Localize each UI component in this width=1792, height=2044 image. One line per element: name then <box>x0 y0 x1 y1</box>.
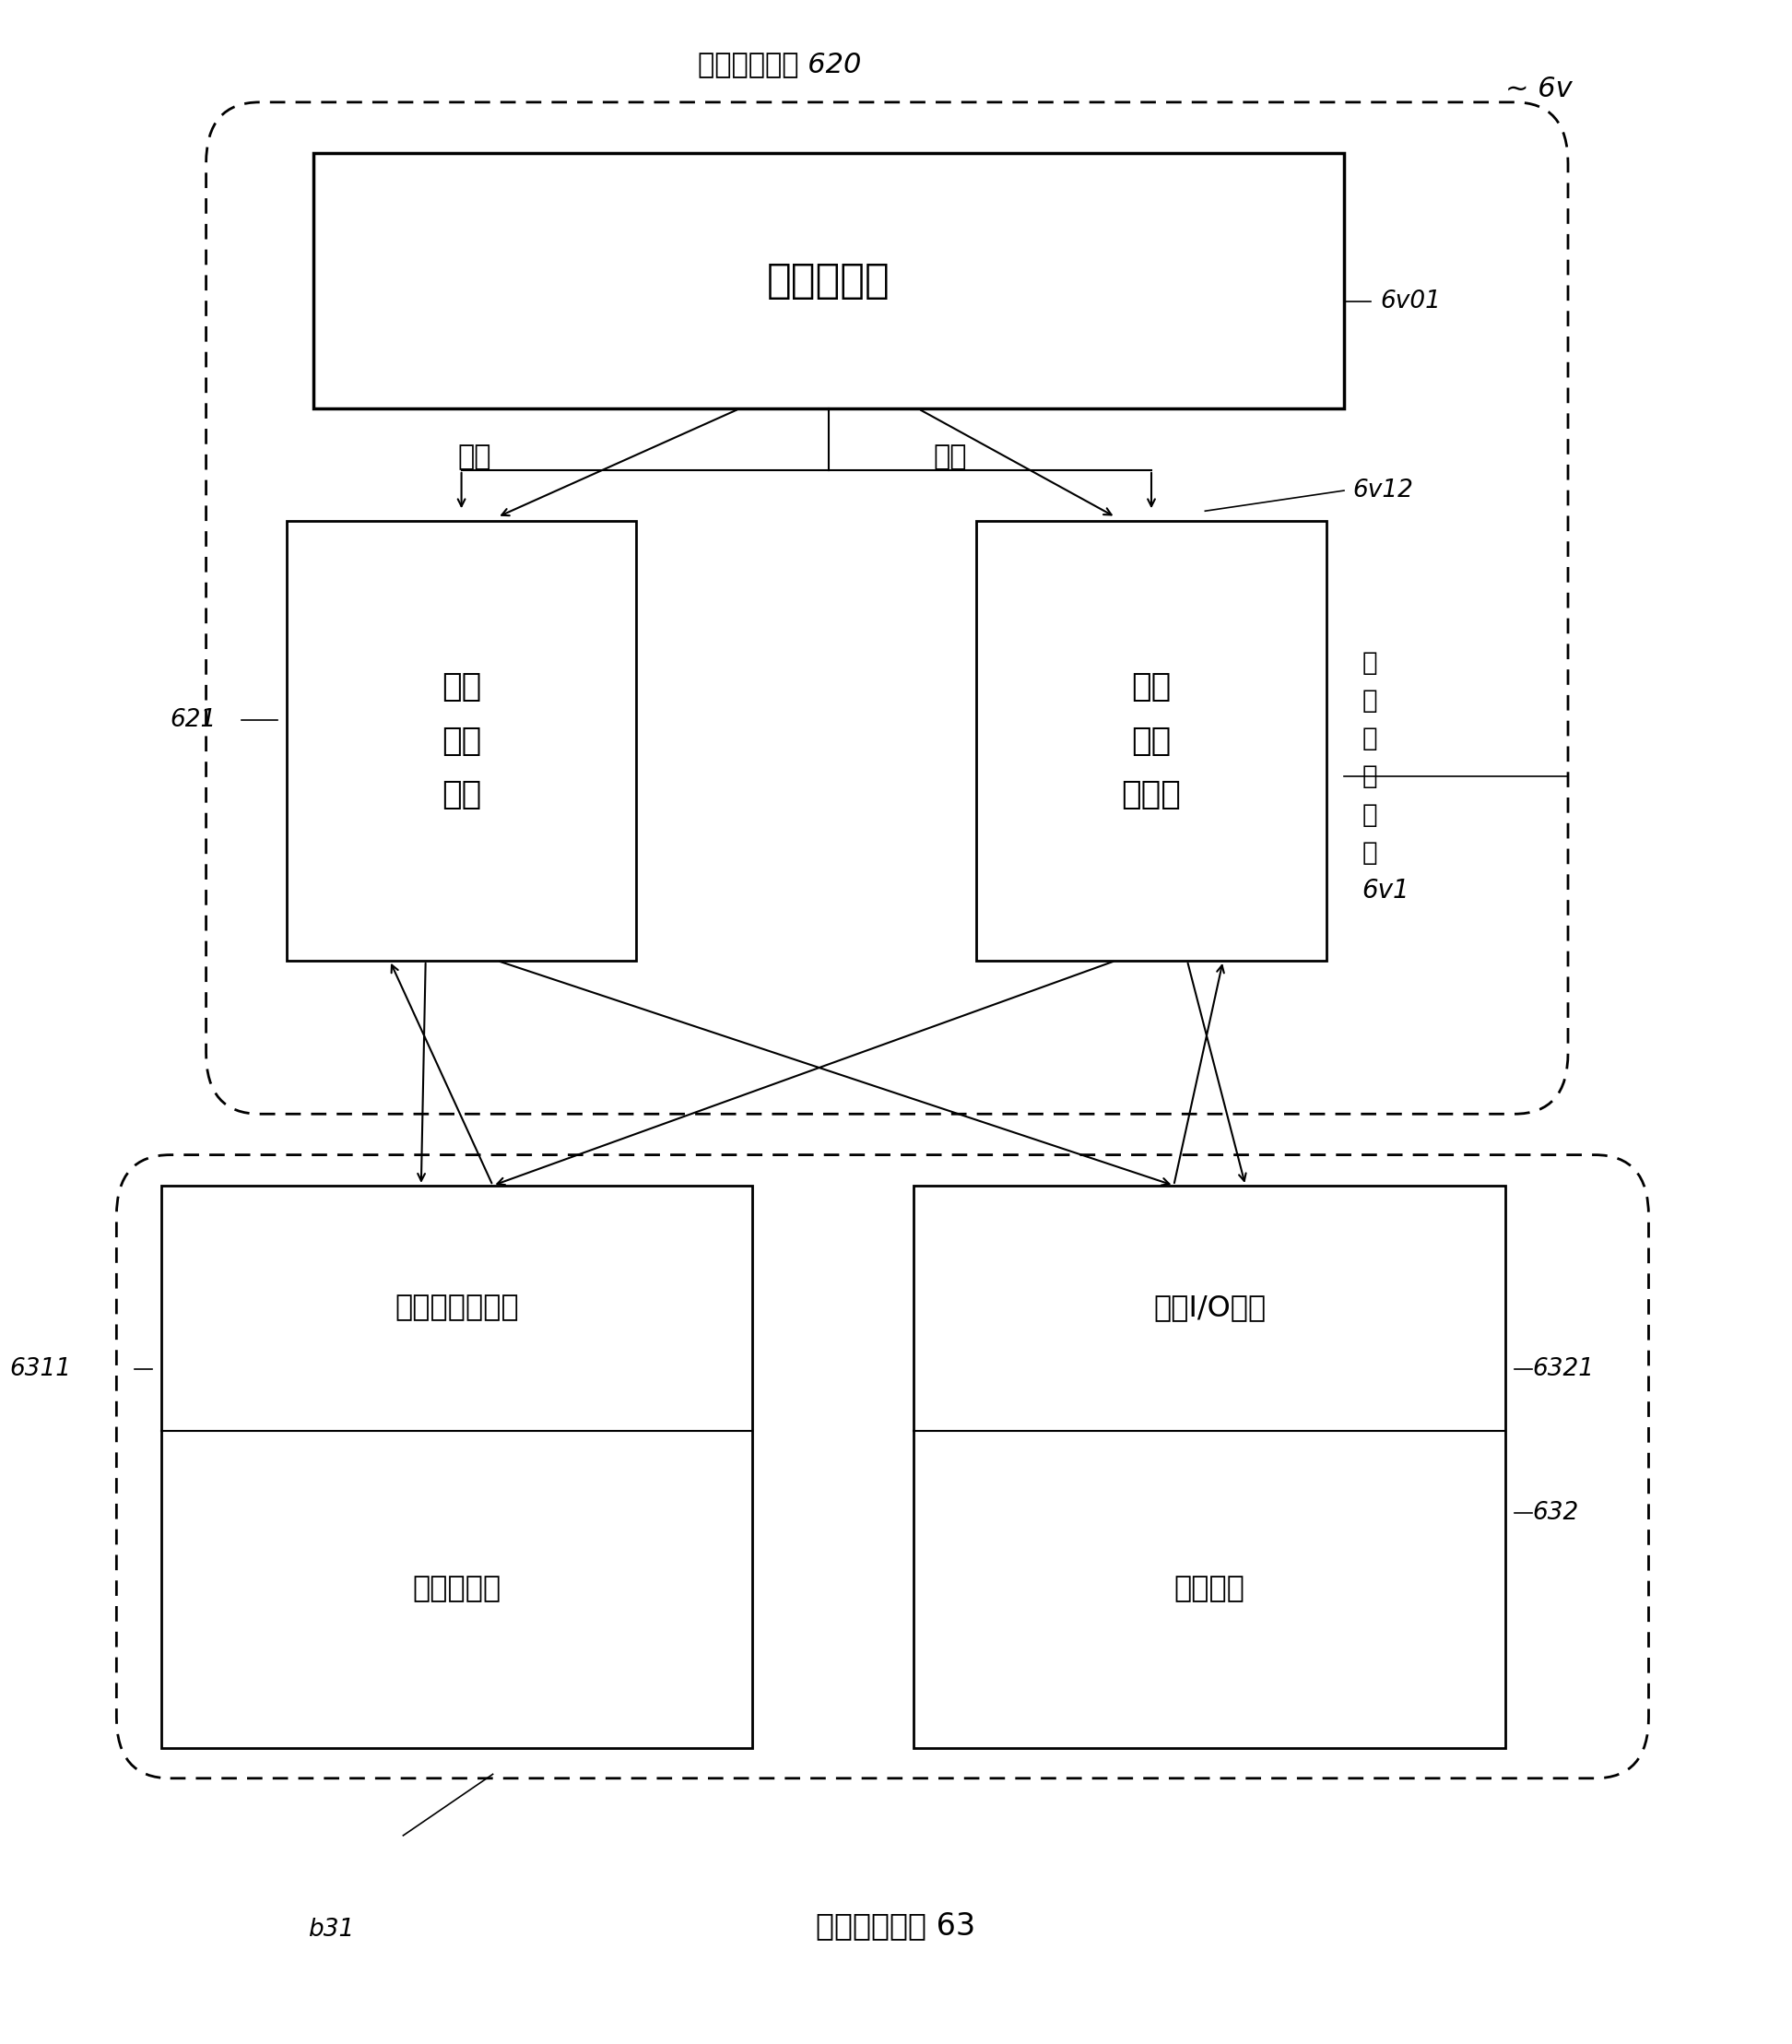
Text: 6321: 6321 <box>1532 1357 1593 1382</box>
Text: 数据库系统: 数据库系统 <box>412 1576 502 1602</box>
Text: 文件I/O接口: 文件I/O接口 <box>1154 1294 1265 1322</box>
Text: 光谱
数据
预处理: 光谱 数据 预处理 <box>1122 672 1181 809</box>
Text: 数据库访问接口: 数据库访问接口 <box>394 1294 520 1322</box>
Bar <box>287 521 636 961</box>
Text: 程序主界面: 程序主界面 <box>767 262 891 300</box>
Text: 6v12: 6v12 <box>1353 478 1414 503</box>
Bar <box>161 1186 753 1748</box>
Text: 6311: 6311 <box>11 1357 72 1382</box>
Text: 事件: 事件 <box>459 444 491 470</box>
Bar <box>977 521 1326 961</box>
Text: 6v01: 6v01 <box>1380 290 1441 313</box>
Text: 事件: 事件 <box>934 444 966 470</box>
Text: ~ 6v: ~ 6v <box>1505 76 1572 102</box>
Text: 数据分析界面 620: 数据分析界面 620 <box>697 51 862 78</box>
Text: b31: b31 <box>308 1917 355 1942</box>
Text: 621: 621 <box>170 709 217 732</box>
Text: 文件系统: 文件系统 <box>1174 1576 1245 1602</box>
Bar <box>314 153 1344 409</box>
Bar <box>914 1186 1505 1748</box>
Text: 分
析
处
理
模
块
6v1: 分 析 处 理 模 块 6v1 <box>1362 650 1410 903</box>
Text: 632: 632 <box>1532 1500 1579 1525</box>
Text: 数据管理模块 63: 数据管理模块 63 <box>815 1911 977 1940</box>
Text: 数据
访问
显示: 数据 访问 显示 <box>441 672 482 809</box>
